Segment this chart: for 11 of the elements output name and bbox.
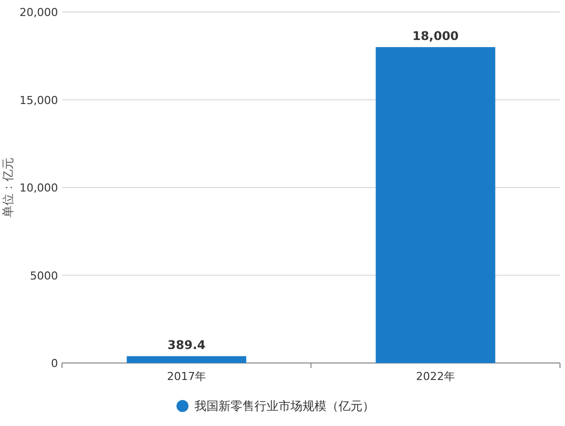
y-tick-label: 20,000 xyxy=(20,6,58,19)
data-label: 18,000 xyxy=(412,29,459,44)
y-axis-title: 单位：亿元 xyxy=(1,158,15,218)
x-tick-label: 2017年 xyxy=(167,370,206,383)
data-label: 389.4 xyxy=(168,338,206,352)
x-tick-label: 2022年 xyxy=(416,370,455,383)
legend-label: 我国新零售行业市场规模（亿元） xyxy=(194,399,374,413)
y-tick-label: 0 xyxy=(51,357,58,370)
y-tick-label: 15,000 xyxy=(20,94,58,107)
y-tick-label: 5000 xyxy=(30,269,58,282)
y-tick-label: 10,000 xyxy=(20,182,58,194)
